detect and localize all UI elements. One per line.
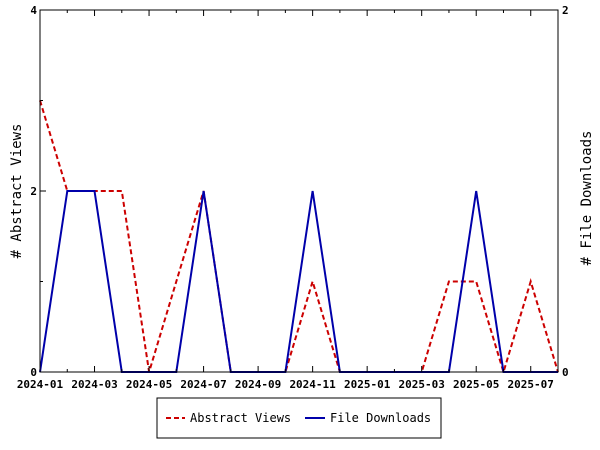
y2-tick-label: 0 [562,366,569,379]
legend-box [156,397,442,439]
y2-axis-title: # File Downloads [579,131,595,266]
x-tick-label: 2024-05 [126,378,172,391]
y2-tick-label: 2 [562,4,569,17]
x-tick-label: 2024-01 [17,378,64,391]
y-tick-label: 0 [30,366,37,379]
x-tick-label: 2024-11 [289,378,336,391]
series-line-abstract-views [39,100,559,376]
legend-label-abstract-views: Abstract Views [190,411,291,425]
x-tick-label: 2024-07 [180,378,226,391]
legend-label-file-downloads: File Downloads [330,411,431,425]
x-tick-label: 2025-05 [453,378,499,391]
x-tick-label: 2025-07 [508,378,554,391]
legend: Abstract Views File Downloads [156,397,442,439]
y-tick-label: 4 [30,4,37,17]
x-tick-label: 2025-01 [344,378,391,391]
y-axis-title: # Abstract Views [9,124,25,259]
y-tick-label: 2 [30,185,37,198]
x-tick-label: 2024-03 [71,378,117,391]
series-line-file-downloads [39,190,558,373]
x-tick-label: 2025-03 [399,378,445,391]
x-tick-label: 2024-09 [235,378,281,391]
